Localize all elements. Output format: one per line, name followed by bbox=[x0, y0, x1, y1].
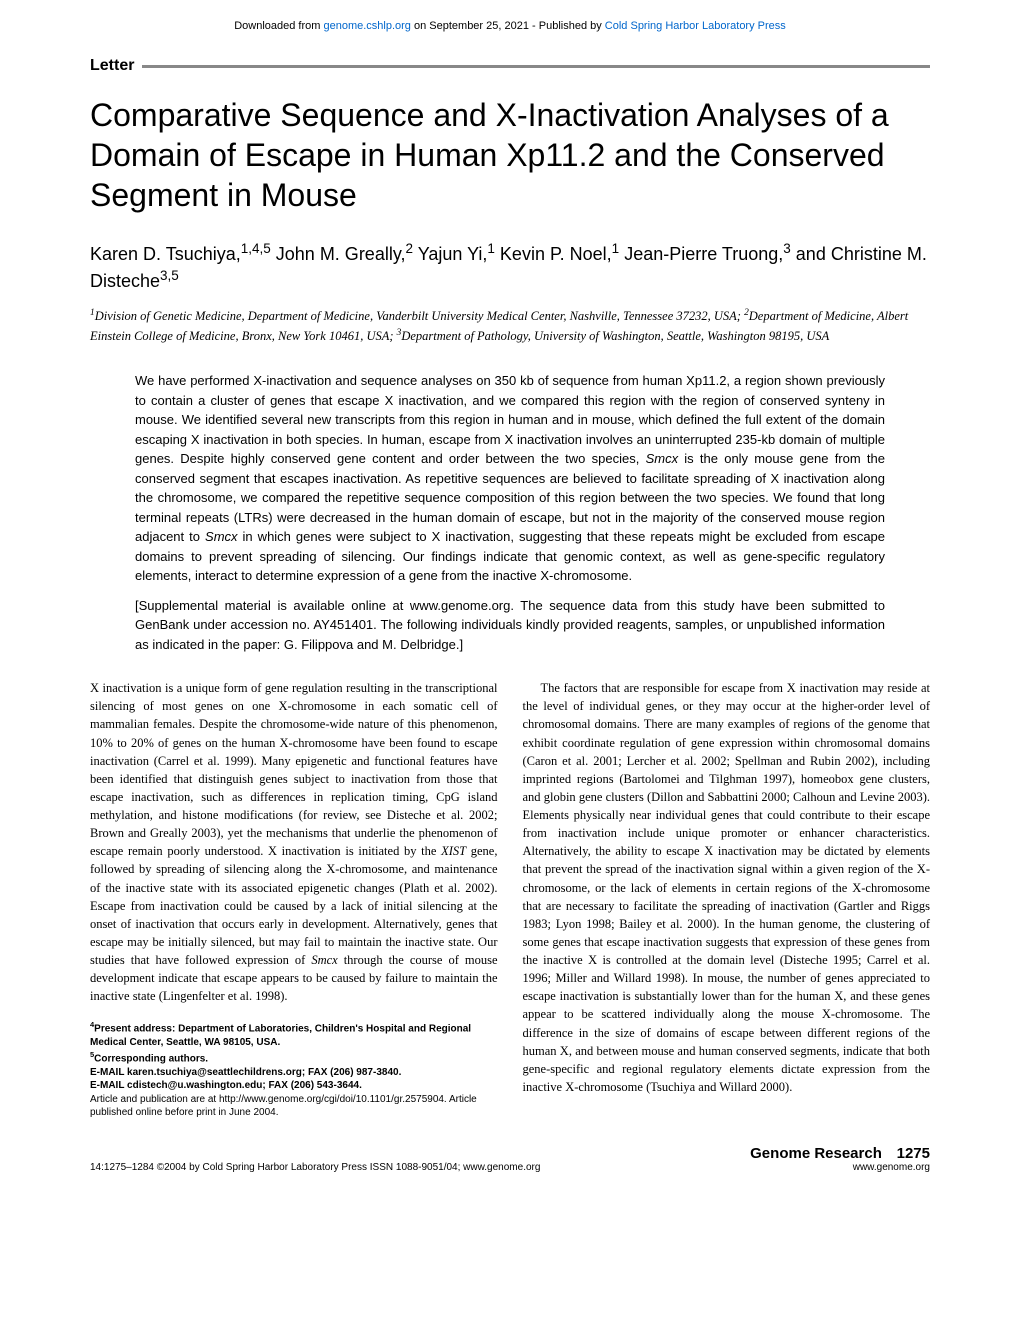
section-label: Letter bbox=[90, 57, 134, 75]
journal-name: Genome Research bbox=[750, 1145, 882, 1162]
page-number: 1275 bbox=[897, 1145, 930, 1162]
abstract-paragraph-2: [Supplemental material is available onli… bbox=[135, 596, 885, 655]
download-link-1[interactable]: genome.cshlp.org bbox=[323, 20, 410, 32]
section-header: Letter bbox=[90, 57, 930, 75]
abstract-paragraph-1: We have performed X-inactivation and seq… bbox=[135, 371, 885, 586]
body-paragraph-2: The factors that are responsible for esc… bbox=[523, 679, 931, 1096]
affiliations: 1Division of Genetic Medicine, Departmen… bbox=[90, 306, 930, 346]
download-header: Downloaded from genome.cshlp.org on Sept… bbox=[90, 20, 930, 32]
journal-url: www.genome.org bbox=[750, 1162, 930, 1173]
article-title: Comparative Sequence and X-Inactivation … bbox=[90, 95, 930, 215]
footnote-article-info: Article and publication are at http://ww… bbox=[90, 1093, 498, 1120]
download-link-2[interactable]: Cold Spring Harbor Laboratory Press bbox=[605, 20, 786, 32]
column-right: The factors that are responsible for esc… bbox=[523, 679, 931, 1119]
footer-copyright: 14:1275–1284 ©2004 by Cold Spring Harbor… bbox=[90, 1162, 540, 1173]
footnotes: 4Present address: Department of Laborato… bbox=[90, 1020, 498, 1119]
authors: Karen D. Tsuchiya,1,4,5 John M. Greally,… bbox=[90, 240, 930, 294]
footnote-corresponding: 5Corresponding authors. bbox=[90, 1050, 498, 1066]
body-text: X inactivation is a unique form of gene … bbox=[90, 679, 930, 1119]
footnote-email-1: E-MAIL karen.tsuchiya@seattlechildrens.o… bbox=[90, 1066, 498, 1080]
column-left: X inactivation is a unique form of gene … bbox=[90, 679, 498, 1119]
footer-right: Genome Research 1275 www.genome.org bbox=[750, 1145, 930, 1173]
download-mid: on September 25, 2021 - Published by bbox=[411, 20, 605, 32]
abstract: We have performed X-inactivation and seq… bbox=[135, 371, 885, 654]
body-paragraph-1: X inactivation is a unique form of gene … bbox=[90, 679, 498, 1005]
page-footer: 14:1275–1284 ©2004 by Cold Spring Harbor… bbox=[90, 1145, 930, 1173]
download-prefix: Downloaded from bbox=[234, 20, 323, 32]
footnote-present-address: 4Present address: Department of Laborato… bbox=[90, 1020, 498, 1049]
section-rule bbox=[142, 65, 930, 68]
footnote-email-2: E-MAIL cdistech@u.washington.edu; FAX (2… bbox=[90, 1079, 498, 1093]
